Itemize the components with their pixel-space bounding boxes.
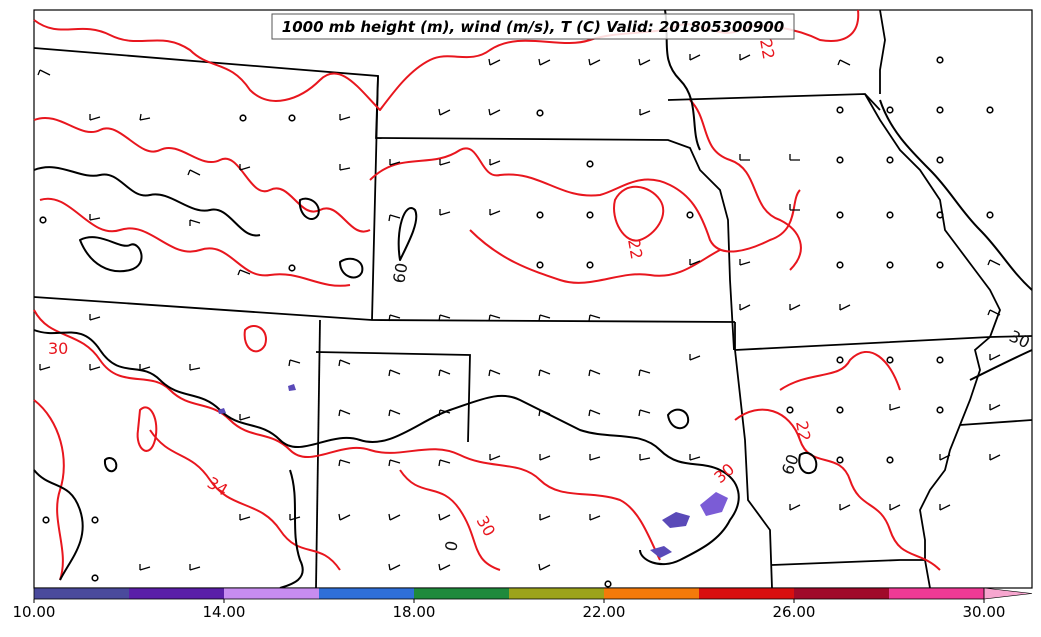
height-label-0: 0	[441, 539, 461, 552]
colorbar-segment	[224, 588, 320, 599]
temp-label-22-east: 22	[792, 419, 814, 442]
title-box	[271, 13, 795, 40]
wind-barbs	[37, 54, 1001, 571]
colorbar-segment	[604, 588, 700, 599]
colorbar-segment	[509, 588, 605, 599]
height-label-60: 60	[389, 261, 411, 284]
temp-label-30-west: 30	[48, 339, 68, 358]
colorbar-tick-label: 22.00	[583, 603, 626, 621]
colorbar-tick-label: 10.00	[13, 603, 56, 621]
colorbar-segment	[699, 588, 795, 599]
colorbar-segment	[794, 588, 890, 599]
colorbar-outline	[33, 587, 985, 600]
colorbar-tick-label: 26.00	[773, 603, 816, 621]
title-text: 1000 mb height (m), wind (m/s), T (C) Va…	[282, 18, 784, 36]
colorbar-tick-label: 14.00	[203, 603, 246, 621]
temp-label-22-north: 22	[756, 37, 778, 60]
colorbar-extension	[983, 587, 1033, 600]
colorbar-segment	[414, 588, 510, 599]
colorbar-segment	[319, 588, 415, 599]
shaded-field	[218, 384, 728, 558]
temp-label-22-kansas: 22	[624, 237, 646, 260]
colorbar-segment	[129, 588, 225, 599]
colorbar-tick-label: 30.00	[963, 603, 1006, 621]
colorbar-segment	[34, 588, 130, 599]
state-borders	[33, 9, 1033, 589]
map-frame	[33, 9, 1033, 589]
map-title: 1000 mb height (m), wind (m/s), T (C) Va…	[271, 13, 795, 40]
colorbar-tick-label: 18.00	[393, 603, 436, 621]
colorbar: 10.00 14.00 18.00 22.00 26.00 30.00	[13, 587, 1033, 621]
calm-wind-markers	[39, 56, 994, 588]
colorbar-segment	[889, 588, 985, 599]
